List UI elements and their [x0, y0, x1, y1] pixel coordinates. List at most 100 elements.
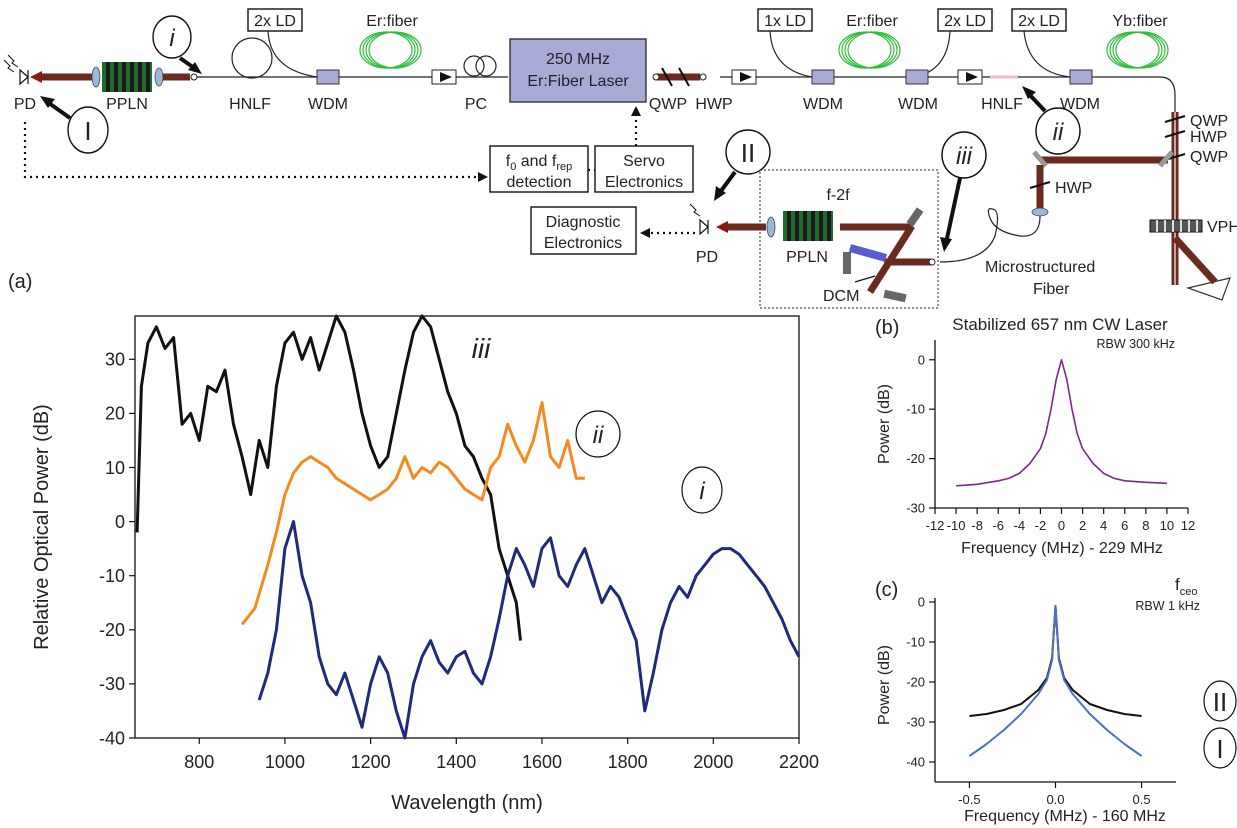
callout-iii: iii: [940, 131, 987, 252]
x-tick-label: 2200: [779, 752, 819, 772]
er-fiber-coil-b: [838, 31, 901, 69]
diag-label-line1: Diagnostic: [546, 214, 621, 231]
x-tick-label: 1800: [608, 752, 648, 772]
chart-c-series: [968, 605, 1143, 757]
y-tick-label: 10: [105, 458, 125, 478]
f0-detection-box: [489, 145, 589, 193]
y-tick-label: 20: [105, 404, 125, 424]
wdm-3-label: WDM: [898, 96, 938, 113]
y-tick-label: -40: [906, 755, 925, 770]
msf-label-line2: Fiber: [1033, 281, 1070, 298]
f0-label-line1: f0 and frep: [506, 153, 573, 173]
f2f-beam-blue: [848, 244, 888, 262]
x-tick-label: -12: [926, 518, 945, 533]
chart-b-ylabel: Power (dB): [876, 384, 893, 464]
chart-b-yticks: -30 -20 -10 0: [906, 352, 935, 516]
series-line-i: [257, 520, 801, 740]
hwp-3-plate: [1029, 181, 1051, 189]
x-tick-label: 12: [1181, 518, 1195, 533]
photodiode-left-icon: [3, 54, 29, 86]
qwp-2-label: QWP: [1190, 113, 1228, 130]
series-label-I-circle: [1203, 727, 1237, 769]
mirror-upper-right: [1158, 150, 1174, 168]
x-tick-label: -0.5: [958, 792, 980, 807]
x-tick-label: 1400: [436, 752, 476, 772]
series-line-I: [968, 605, 1143, 757]
collimator-left: [190, 73, 198, 81]
x-tick-label: 10: [1160, 518, 1174, 533]
callout-II: II: [714, 129, 771, 201]
svg-text:I: I: [84, 116, 91, 146]
y-tick-label: -10: [906, 635, 925, 650]
photodiode-right-icon: [689, 203, 709, 236]
y-tick-label: 0: [918, 352, 925, 367]
hnlf-left-label: HNLF: [229, 96, 271, 113]
er-fiber-laser-box: [509, 38, 647, 103]
ppln-left-label: PPLN: [106, 96, 148, 113]
ld-2x-c-label: 2x LD: [1018, 13, 1060, 30]
x-tick-label: 1200: [351, 752, 391, 772]
y-tick-label: 0: [918, 595, 925, 610]
x-tick-label: -2: [1035, 518, 1047, 533]
collimator-laser: [652, 73, 660, 81]
signal-line-pd-to-f0: [23, 122, 482, 179]
servo-label-line1: Servo: [623, 153, 665, 170]
wdm-3: [905, 69, 929, 85]
f2f-box: [759, 169, 939, 309]
series-label-I: I: [1216, 734, 1223, 764]
x-tick-label: 6: [1121, 518, 1128, 533]
chart-c-yticks: -40 -30 -20 -10 0: [906, 595, 935, 770]
y-tick-label: -20: [906, 451, 925, 466]
x-tick-label: 8: [1142, 518, 1149, 533]
series-label-i-circle: [681, 466, 723, 514]
series-line-ii: [240, 401, 585, 626]
qwp-3-label: QWP: [1190, 149, 1228, 166]
mirror-f2f-1: [906, 207, 924, 227]
x-tick-label: 800: [184, 752, 214, 772]
wdm-4: [1069, 69, 1093, 85]
yb-fiber-label: Yb:fiber: [1112, 13, 1168, 30]
ld-2x-c-fiber: [1023, 30, 1071, 78]
x-tick-label: -4: [1014, 518, 1026, 533]
x-tick-label: -8: [971, 518, 983, 533]
y-tick-label: -10: [99, 566, 125, 586]
hnlf-loop-left: [231, 37, 273, 79]
chart-c-title: fceo: [1175, 575, 1197, 598]
ld-1x-fiber: [769, 30, 813, 78]
ld-1x-label: 1x LD: [764, 13, 806, 30]
x-tick-label: 4: [1100, 518, 1107, 533]
yb-fiber-coil: [1106, 31, 1169, 69]
x-tick-label: 0.0: [1046, 792, 1064, 807]
chart-a-xticks: 800 1000 1200 1400 1600 1800 2000 2200: [184, 738, 819, 772]
ppln-right-label: PPLN: [786, 249, 828, 266]
chart-c-xticks: -0.5 0.0 0.5: [958, 782, 1151, 807]
f2f-label: f-2f: [826, 187, 850, 204]
laser-label-line2: Er:Fiber Laser: [527, 73, 629, 90]
x-tick-label: -6: [992, 518, 1004, 533]
servo-box: [594, 145, 694, 193]
vph-label: VPH: [1207, 219, 1237, 236]
x-tick-label: -10: [947, 518, 966, 533]
series-label-ii-circle: [575, 410, 621, 458]
y-tick-label: -20: [906, 675, 925, 690]
collimator-f2f: [928, 258, 936, 266]
dcm-arrow: [854, 275, 876, 283]
isolator-right-1-arrow-icon: [740, 72, 752, 82]
chart-c-annotation: RBW 1 kHz: [1135, 599, 1200, 613]
svg-text:ii: ii: [1053, 119, 1064, 146]
x-tick-label: 1600: [522, 752, 562, 772]
y-tick-label: -30: [99, 674, 125, 694]
qwp-2-plate: [1164, 115, 1186, 123]
svg-text:i: i: [169, 25, 175, 52]
ppln-crystal-left: [102, 62, 152, 92]
svg-text:II: II: [741, 138, 755, 168]
callout-ii: ii: [1022, 86, 1081, 155]
ppln-crystal-right: [783, 211, 833, 241]
signal-arrowhead-diag: [640, 228, 650, 238]
panel-a-label: (a): [8, 271, 32, 293]
dcm-label: DCM: [823, 288, 859, 305]
isolator-left-arrow-icon: [440, 72, 452, 82]
x-tick-label: 2: [1079, 518, 1086, 533]
ld-box-2x-c: [1011, 8, 1067, 32]
